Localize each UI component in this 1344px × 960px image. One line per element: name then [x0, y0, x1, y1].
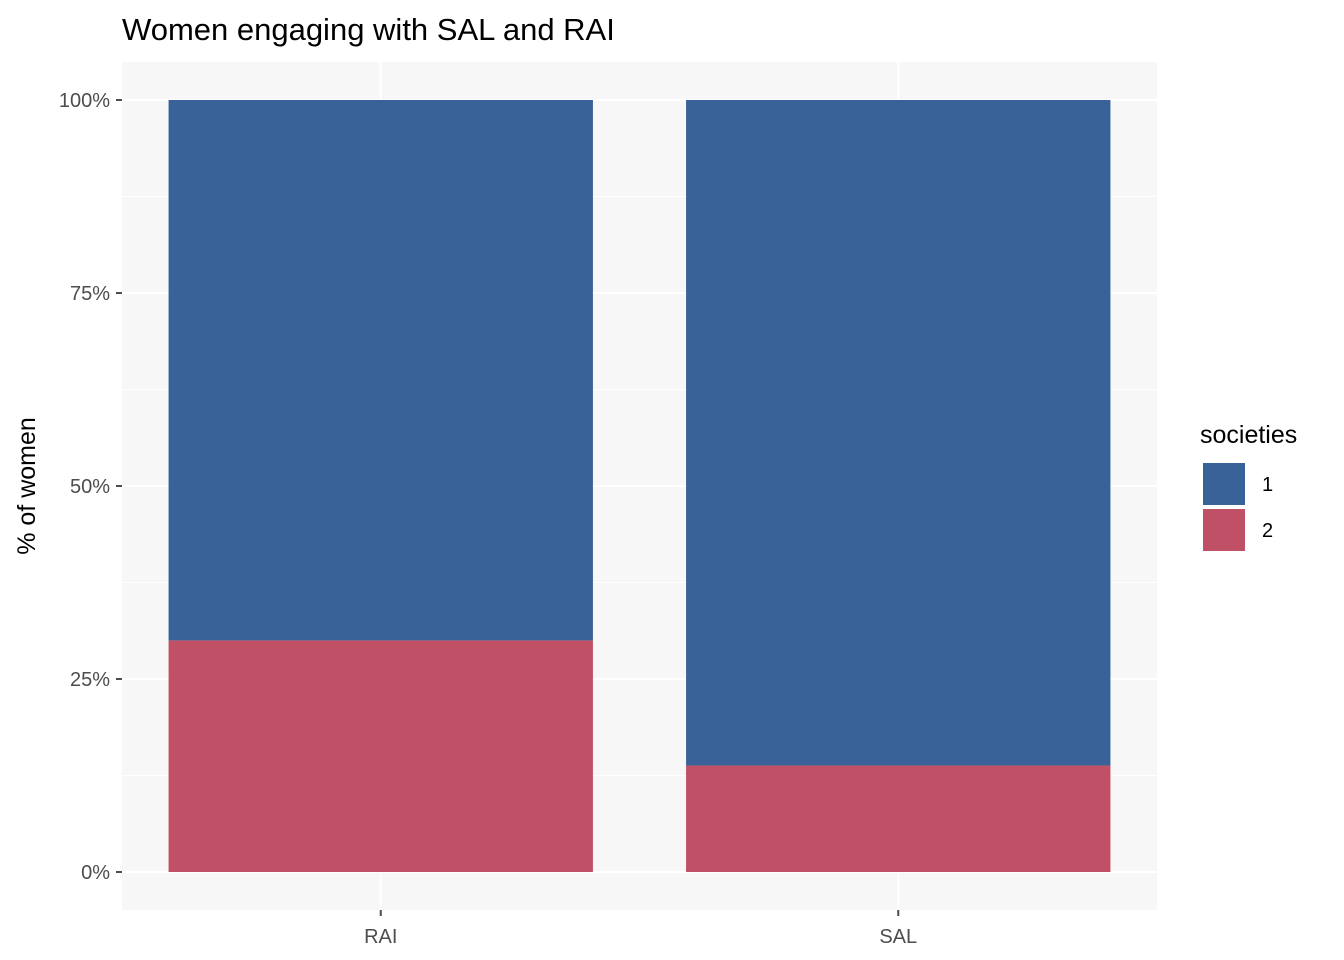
legend-label: 1: [1262, 474, 1273, 496]
legend-key-1: [1203, 463, 1245, 505]
y-tick-label: 100%: [59, 90, 110, 112]
y-tick-label: 25%: [70, 669, 110, 691]
x-tick-label: SAL: [879, 926, 917, 948]
y-tick-label: 0%: [81, 862, 110, 884]
bars: [168, 100, 1111, 872]
y-axis-title: % of women: [13, 417, 41, 555]
bar-RAI-series-1: [168, 100, 593, 641]
legend-label: 2: [1262, 520, 1273, 542]
x-tick-label: RAI: [364, 926, 397, 948]
bar-SAL-series-2: [686, 765, 1111, 872]
y-tick-label: 75%: [70, 283, 110, 305]
x-axis: RAI SAL: [364, 910, 917, 948]
legend-key-2: [1203, 509, 1245, 551]
bar-RAI-series-2: [168, 640, 593, 872]
legend-title: societies: [1200, 421, 1297, 449]
bar-SAL-series-1: [686, 100, 1111, 766]
y-tick-label: 50%: [70, 476, 110, 498]
chart-title: Women engaging with SAL and RAI: [122, 12, 615, 47]
legend: societies 1 2: [1200, 421, 1297, 551]
y-axis: 0% 25% 50% 75% 100%: [59, 90, 122, 884]
